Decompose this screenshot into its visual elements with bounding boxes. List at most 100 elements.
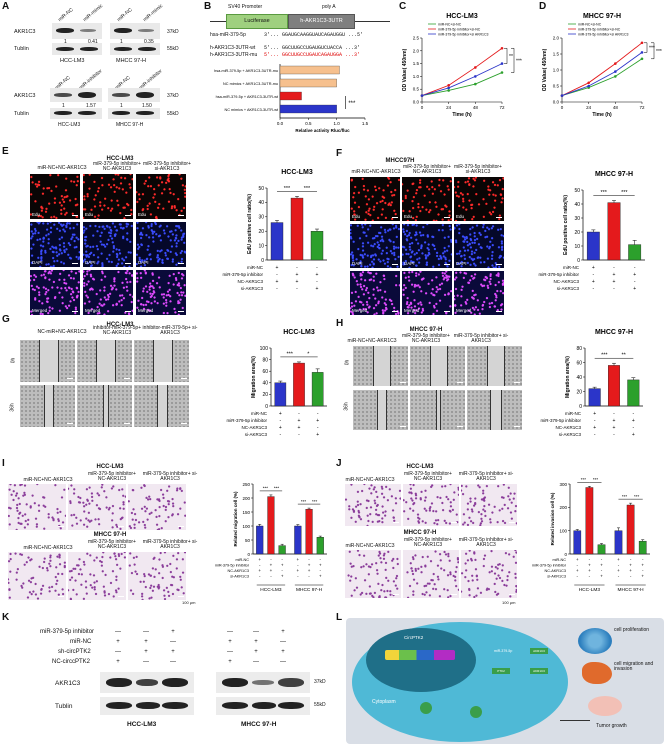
data-point [587, 84, 590, 88]
scale-bar [496, 311, 502, 312]
legend-label: miR-379-5p inhibitor+si AKR1C3 [578, 33, 629, 37]
condition-sign: + [617, 557, 620, 562]
polya-label: poly A [322, 4, 336, 10]
bar [279, 78, 337, 88]
col-label: miR-379-5p inhibitor+ si-AKR1C3 [454, 164, 502, 175]
condition-sign: + [593, 411, 596, 417]
microscopy-image [8, 552, 66, 600]
data-point [500, 62, 504, 65]
lane-label: miR-NC [116, 6, 134, 23]
blot-image [52, 23, 102, 39]
y-axis-label: OD Value( 450nm) [402, 48, 408, 91]
condition-sign: + [613, 425, 616, 431]
col-label: miR-NC+NC-AKR1C3 [345, 543, 395, 549]
cell-label: HCC-LM3 [58, 122, 81, 128]
scale-bar [514, 426, 520, 427]
group-label: HCC-LM3 [579, 587, 601, 593]
chart-title: MHCC 97-H [583, 13, 621, 20]
condition-sign: - [296, 265, 298, 271]
condition-sign: - [270, 557, 272, 562]
condition-sign: - [308, 574, 310, 579]
legend-label: miR-379-5p inhibitor+si-NC [578, 28, 621, 32]
col-label: miR-379-5p inhibitor+ si-AKR1C3 [458, 471, 514, 482]
circrna-node [420, 702, 432, 714]
condition-label: NC-AKR1C3 [555, 425, 581, 430]
condition-label: miR-379-5p inhibitor [226, 418, 267, 423]
sig-label: ** [509, 54, 513, 60]
y-axis-label: Related invasion cell (%) [550, 492, 555, 545]
scale-bar [181, 423, 187, 424]
condition-sign: + [144, 639, 148, 645]
channel-label: Merged [404, 307, 420, 313]
y-tick-label: 40 [258, 200, 264, 206]
bar [614, 530, 623, 555]
condition-sign: + [279, 425, 282, 431]
cell-title: MHCC97H [385, 158, 415, 164]
blot-image [110, 23, 160, 39]
y-tick-label: 1.5 [413, 61, 420, 66]
node-box: AKR1C3 [530, 648, 548, 654]
kda-label: 55kD [314, 702, 326, 708]
row-label: 0h [344, 359, 351, 366]
y-tick-label: 100 [242, 524, 250, 529]
scale-bar [392, 311, 398, 312]
kda-label: 37kD [167, 29, 179, 35]
condition-label: miR-379-5p inhibitor [532, 564, 567, 568]
condition-sign: - [618, 574, 620, 579]
microscopy-image [128, 484, 186, 530]
condition-sign: + [319, 563, 322, 568]
condition-label: miR-NC [563, 265, 580, 270]
condition-label: NC-AKR1C3 [544, 569, 566, 573]
condition-sign: + [296, 272, 299, 278]
nucleus-label: CircPTK2 [404, 635, 424, 640]
panel-label-j: J [336, 458, 342, 469]
col-label: miR-379-5p inhibitor+ NC-AKR1C3 [88, 471, 136, 482]
condition-sign: + [613, 418, 616, 424]
y-tick-label: 60 [262, 369, 268, 375]
col-label: miR-379-5p inhibitor+ si-AKR1C3 [453, 333, 509, 344]
microscopy-image [403, 484, 459, 526]
data-point [587, 81, 590, 85]
band-value: 1.50 [142, 103, 152, 109]
scale-bar [496, 217, 502, 218]
x-axis-label: Relative activity Rluc/fluc [295, 128, 350, 133]
node-box: PTK2 [492, 668, 510, 674]
wound-gap [489, 390, 502, 430]
panel-label-a: A [2, 1, 10, 12]
col-label: miR-NC+NC-AKR1C3 [345, 477, 395, 483]
condition-sign: - [630, 574, 632, 579]
col-label: NC-miR+NC-AKR1C3 [37, 329, 87, 335]
col-label: miR-NC+NC-AKR1C3 [23, 477, 73, 483]
scale-bar [125, 215, 131, 216]
condition-sign: - [259, 574, 261, 579]
condition-label: miR-NC [565, 411, 582, 416]
lane-label: miR-NC [57, 6, 75, 23]
y-tick-label: 50 [258, 186, 264, 192]
microscopy-image [345, 550, 401, 598]
condition-sign: + [588, 568, 591, 573]
row-label: AKR1C3 [14, 29, 36, 35]
x-tick-label: 0.0 [277, 121, 284, 126]
condition-sign: + [316, 272, 319, 278]
scale-bar [72, 311, 78, 312]
condition-sign: — [170, 659, 176, 665]
col-label: miR-NC+NC-AKR1C3 [23, 545, 73, 551]
y-axis-label: Migration area(%) [565, 356, 571, 398]
condition-sign: + [588, 563, 591, 568]
microscopy-image: Edu [350, 177, 400, 221]
x-tick-label: 24 [446, 105, 452, 110]
microscopy-image: Edu [30, 174, 80, 219]
microscopy-image [134, 385, 189, 427]
condition-sign: + [319, 574, 322, 579]
condition-sign: + [281, 574, 284, 579]
condition-sign: + [297, 568, 300, 573]
bar [316, 536, 324, 555]
x-tick-label: 48 [613, 105, 619, 110]
scale-bar [178, 263, 184, 264]
condition-sign: + [633, 272, 636, 278]
bar [278, 545, 286, 555]
condition-sign: + [281, 629, 285, 635]
y-tick-label: 20 [262, 392, 268, 398]
microscopy-image: Merged [136, 270, 186, 315]
condition-label: si-AKR1C3 [241, 286, 264, 291]
